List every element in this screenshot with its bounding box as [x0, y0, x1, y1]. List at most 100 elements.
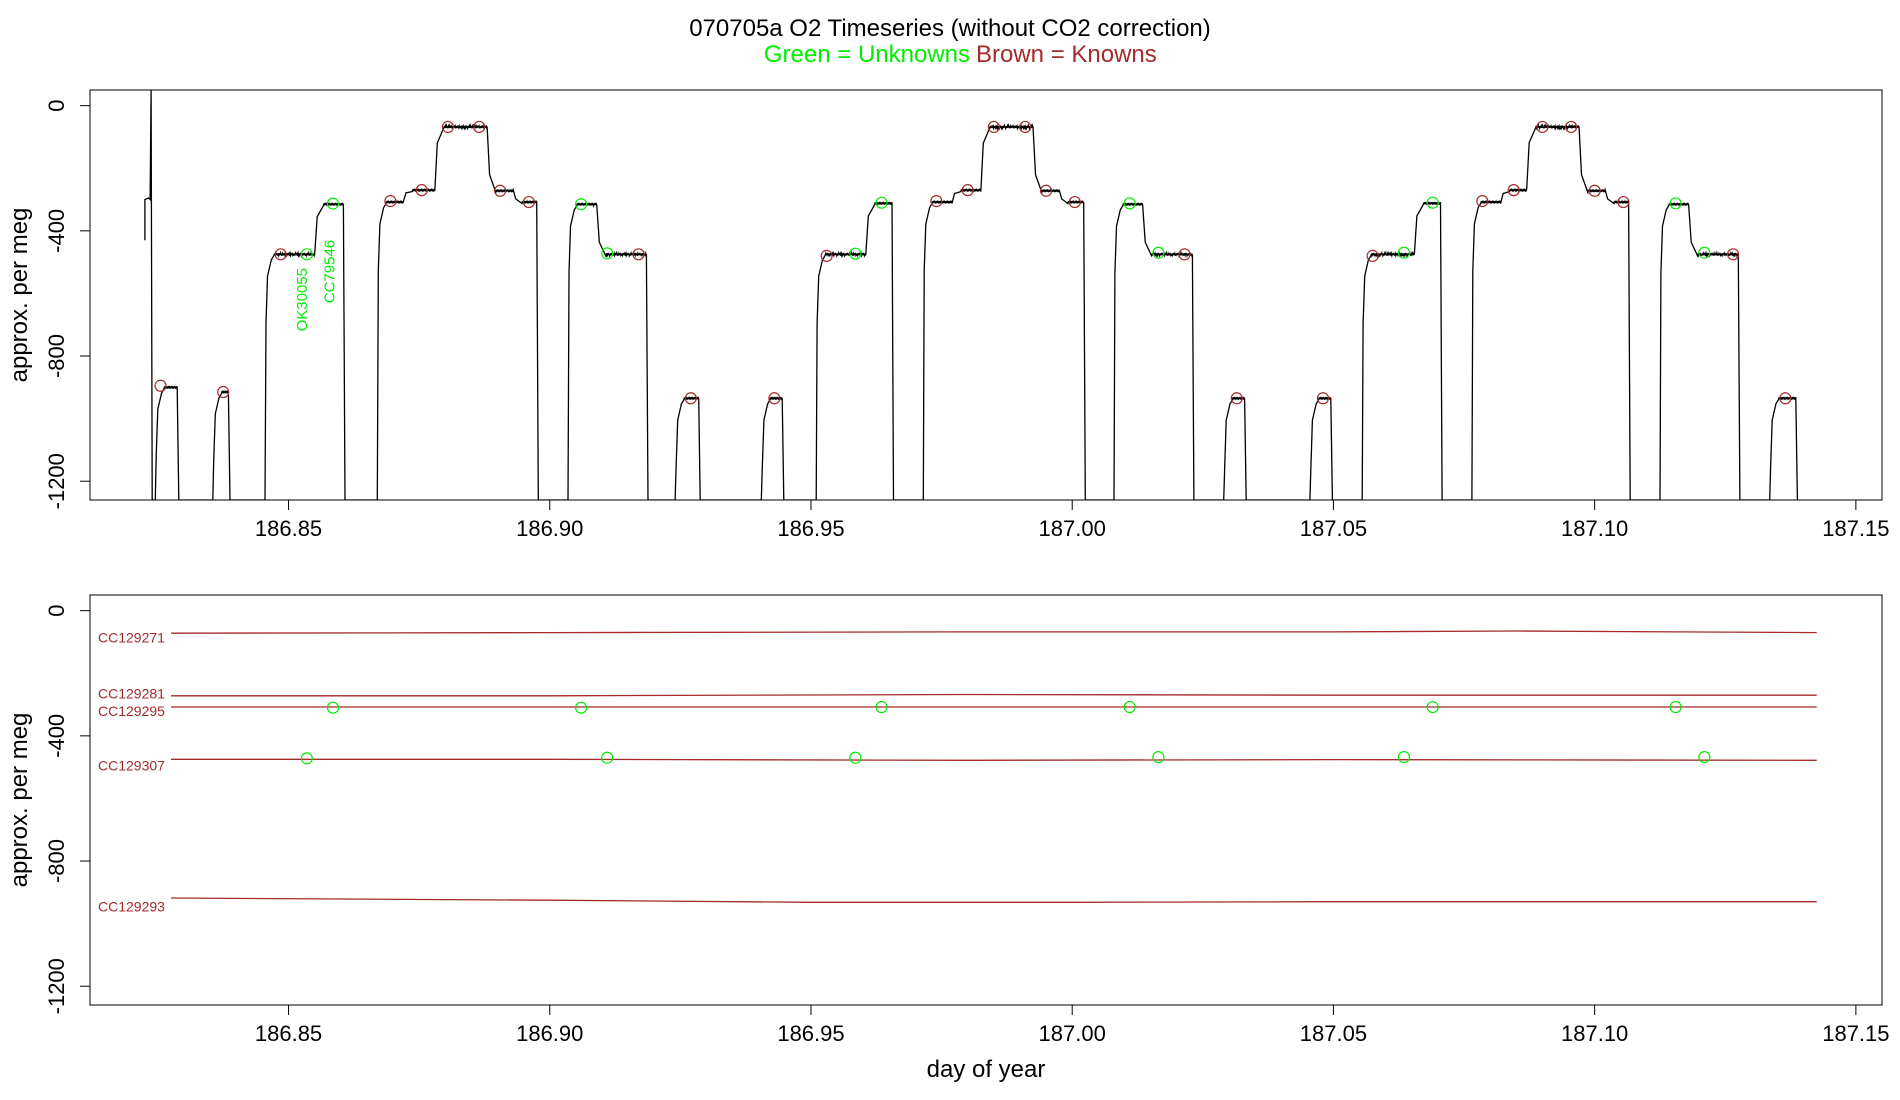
sample-annotation: OK30055 — [294, 268, 311, 331]
x-tick-label: 187.05 — [1300, 1021, 1367, 1046]
unknown-point — [601, 751, 614, 764]
plot-area — [170, 630, 1817, 903]
known-point — [1178, 248, 1191, 261]
known-point — [274, 248, 287, 261]
known-point — [930, 195, 943, 208]
unknown-point — [849, 247, 862, 260]
known-point — [1230, 392, 1243, 405]
known-point — [1039, 184, 1053, 197]
unknown-point — [1698, 246, 1711, 259]
known-point — [441, 120, 454, 134]
known-point — [1507, 184, 1520, 197]
known-point — [1727, 248, 1740, 261]
unknown-point — [875, 196, 888, 209]
known-point — [1588, 184, 1601, 197]
known-point — [1019, 120, 1032, 134]
x-tick-label: 187.00 — [1039, 1021, 1106, 1046]
known-point — [768, 392, 781, 405]
known-point — [1476, 195, 1489, 208]
known-point — [1316, 392, 1330, 405]
x-tick-label: 187.05 — [1300, 516, 1367, 541]
known-point — [522, 195, 535, 209]
known-line-cc129307 — [171, 758, 1817, 761]
x-tick-label: 187.10 — [1561, 516, 1628, 541]
unknown-point — [1397, 246, 1411, 259]
unknown-point — [849, 751, 862, 764]
known-point — [1779, 392, 1792, 405]
legend-unknowns: Green = Unknowns — [764, 41, 970, 68]
x-tick-label: 186.95 — [777, 1021, 844, 1046]
x-tick-label: 186.90 — [516, 1021, 583, 1046]
known-point — [820, 249, 833, 262]
legend-knowns: Brown = Knowns — [976, 41, 1157, 68]
known-point — [1366, 249, 1379, 262]
unknown-point — [1669, 700, 1682, 714]
y-tick-label: -1200 — [44, 958, 69, 1014]
y-tick-label: -800 — [44, 839, 69, 883]
series-label: CC129293 — [98, 898, 165, 914]
x-tick-label: 186.90 — [516, 516, 583, 541]
known-point — [154, 379, 167, 392]
y-tick-label: 0 — [44, 100, 69, 112]
series-label: CC129271 — [98, 629, 165, 645]
unknown-point — [1426, 196, 1439, 209]
sample-annotation: CC79546 — [322, 240, 339, 303]
bottom-panel: 186.85 186.90 186.95 187.00 187.05 187.10 187.… — [6, 594, 1890, 1083]
unknown-point — [1123, 197, 1136, 210]
series-label: CC129295 — [98, 703, 165, 719]
known-line-cc129271 — [170, 630, 1817, 634]
unknown-point — [575, 701, 588, 714]
unknown-point — [1397, 751, 1411, 764]
known-point — [1565, 120, 1578, 134]
unknown-point — [1152, 751, 1165, 764]
unknown-point — [1698, 751, 1711, 764]
unknown-point — [300, 248, 313, 261]
known-point — [684, 392, 697, 405]
y-tick-label: -400 — [44, 209, 69, 253]
known-point — [1536, 120, 1549, 134]
known-point — [632, 248, 645, 261]
known-line-cc129293 — [170, 897, 1817, 903]
x-tick-label: 187.15 — [1822, 1021, 1889, 1046]
y-axis-label: approx. per meg — [6, 713, 33, 888]
x-tick-label: 187.10 — [1561, 1021, 1628, 1046]
unknown-point — [1123, 700, 1136, 714]
known-point — [494, 184, 507, 197]
x-tick-label: 186.85 — [255, 516, 322, 541]
unknown-point — [875, 700, 888, 714]
unknown-point — [326, 701, 340, 714]
x-tick-label: 187.15 — [1822, 516, 1889, 541]
y-tick-label: -400 — [44, 714, 69, 758]
unknown-point — [300, 752, 313, 765]
top-panel: 186.85 186.90 186.95 187.00 187.05 187.10 187.… — [6, 89, 1890, 541]
known-point — [1068, 195, 1081, 209]
known-point — [415, 184, 428, 197]
plot-frame — [89, 594, 1883, 1006]
known-point — [961, 184, 974, 197]
unknown-point — [1426, 700, 1439, 714]
x-tick-label: 187.00 — [1039, 516, 1106, 541]
y-axis-label: approx. per meg — [6, 208, 33, 383]
unknown-point — [1152, 246, 1165, 259]
unknown-point — [1669, 197, 1682, 210]
known-point — [217, 385, 230, 399]
known-point — [384, 195, 397, 208]
y-tick-label: -800 — [44, 334, 69, 378]
known-point — [473, 120, 486, 134]
known-point — [1617, 195, 1630, 209]
y-tick-label: -1200 — [44, 453, 69, 509]
unknown-point — [575, 198, 588, 211]
series-label: CC129281 — [98, 686, 165, 702]
y-tick-label: 0 — [44, 605, 69, 617]
unknown-point — [601, 247, 614, 260]
x-tick-label: 186.95 — [777, 516, 844, 541]
x-axis-label: day of year — [927, 1056, 1046, 1083]
plot-area — [144, 90, 1799, 500]
series-label: CC129307 — [98, 758, 165, 774]
o2-signal-trace — [144, 90, 1799, 500]
plot-frame — [89, 89, 1883, 501]
figure-title: 070705a O2 Timeseries (without CO2 corre… — [689, 15, 1211, 42]
unknown-point — [326, 197, 340, 210]
x-tick-label: 186.85 — [255, 1021, 322, 1046]
